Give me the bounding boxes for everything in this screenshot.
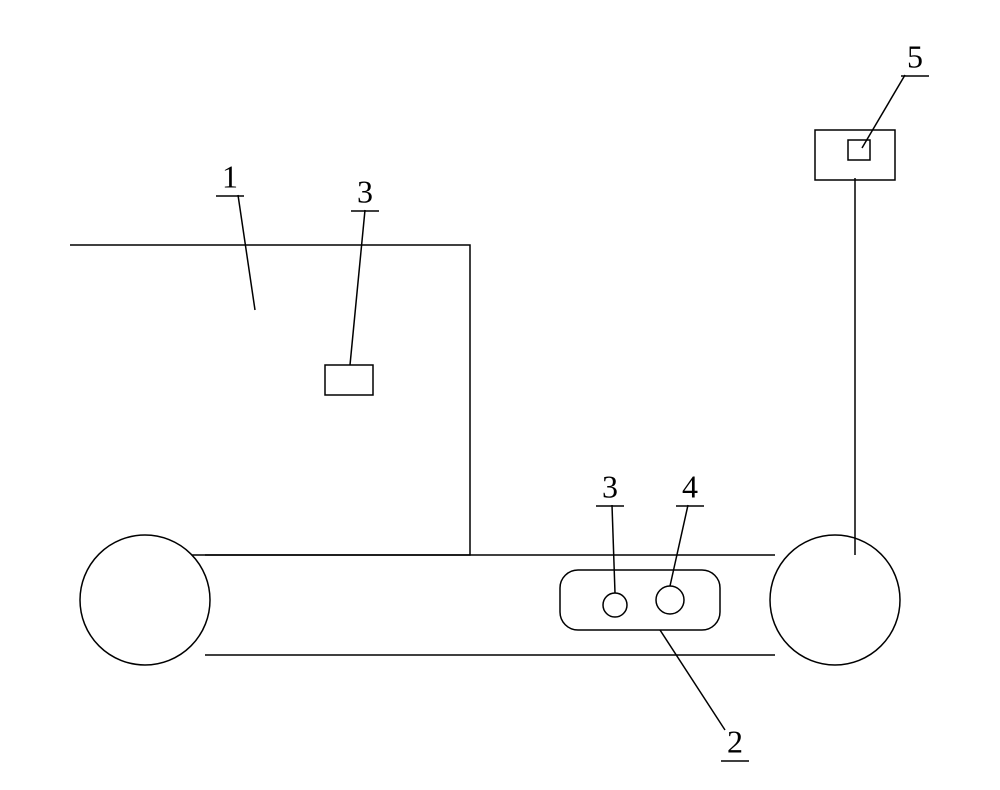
label-3-upper: 3 xyxy=(357,173,373,209)
inner-box-upper xyxy=(325,365,373,395)
label-2: 2 xyxy=(727,723,743,759)
diagram-container: 1 3 3 4 2 5 xyxy=(0,0,1000,790)
cart-body xyxy=(70,245,470,555)
top-small-box xyxy=(848,140,870,160)
label-5: 5 xyxy=(907,38,923,74)
label-4: 4 xyxy=(682,468,698,504)
small-circle-left xyxy=(603,593,627,617)
small-circle-right xyxy=(656,586,684,614)
right-wheel xyxy=(770,535,900,665)
top-box xyxy=(815,130,895,180)
left-wheel xyxy=(80,535,210,665)
diagram-svg: 1 3 3 4 2 5 xyxy=(0,0,1000,790)
rounded-box xyxy=(560,570,720,630)
label-3-lower: 3 xyxy=(602,468,618,504)
label-1: 1 xyxy=(222,158,238,194)
